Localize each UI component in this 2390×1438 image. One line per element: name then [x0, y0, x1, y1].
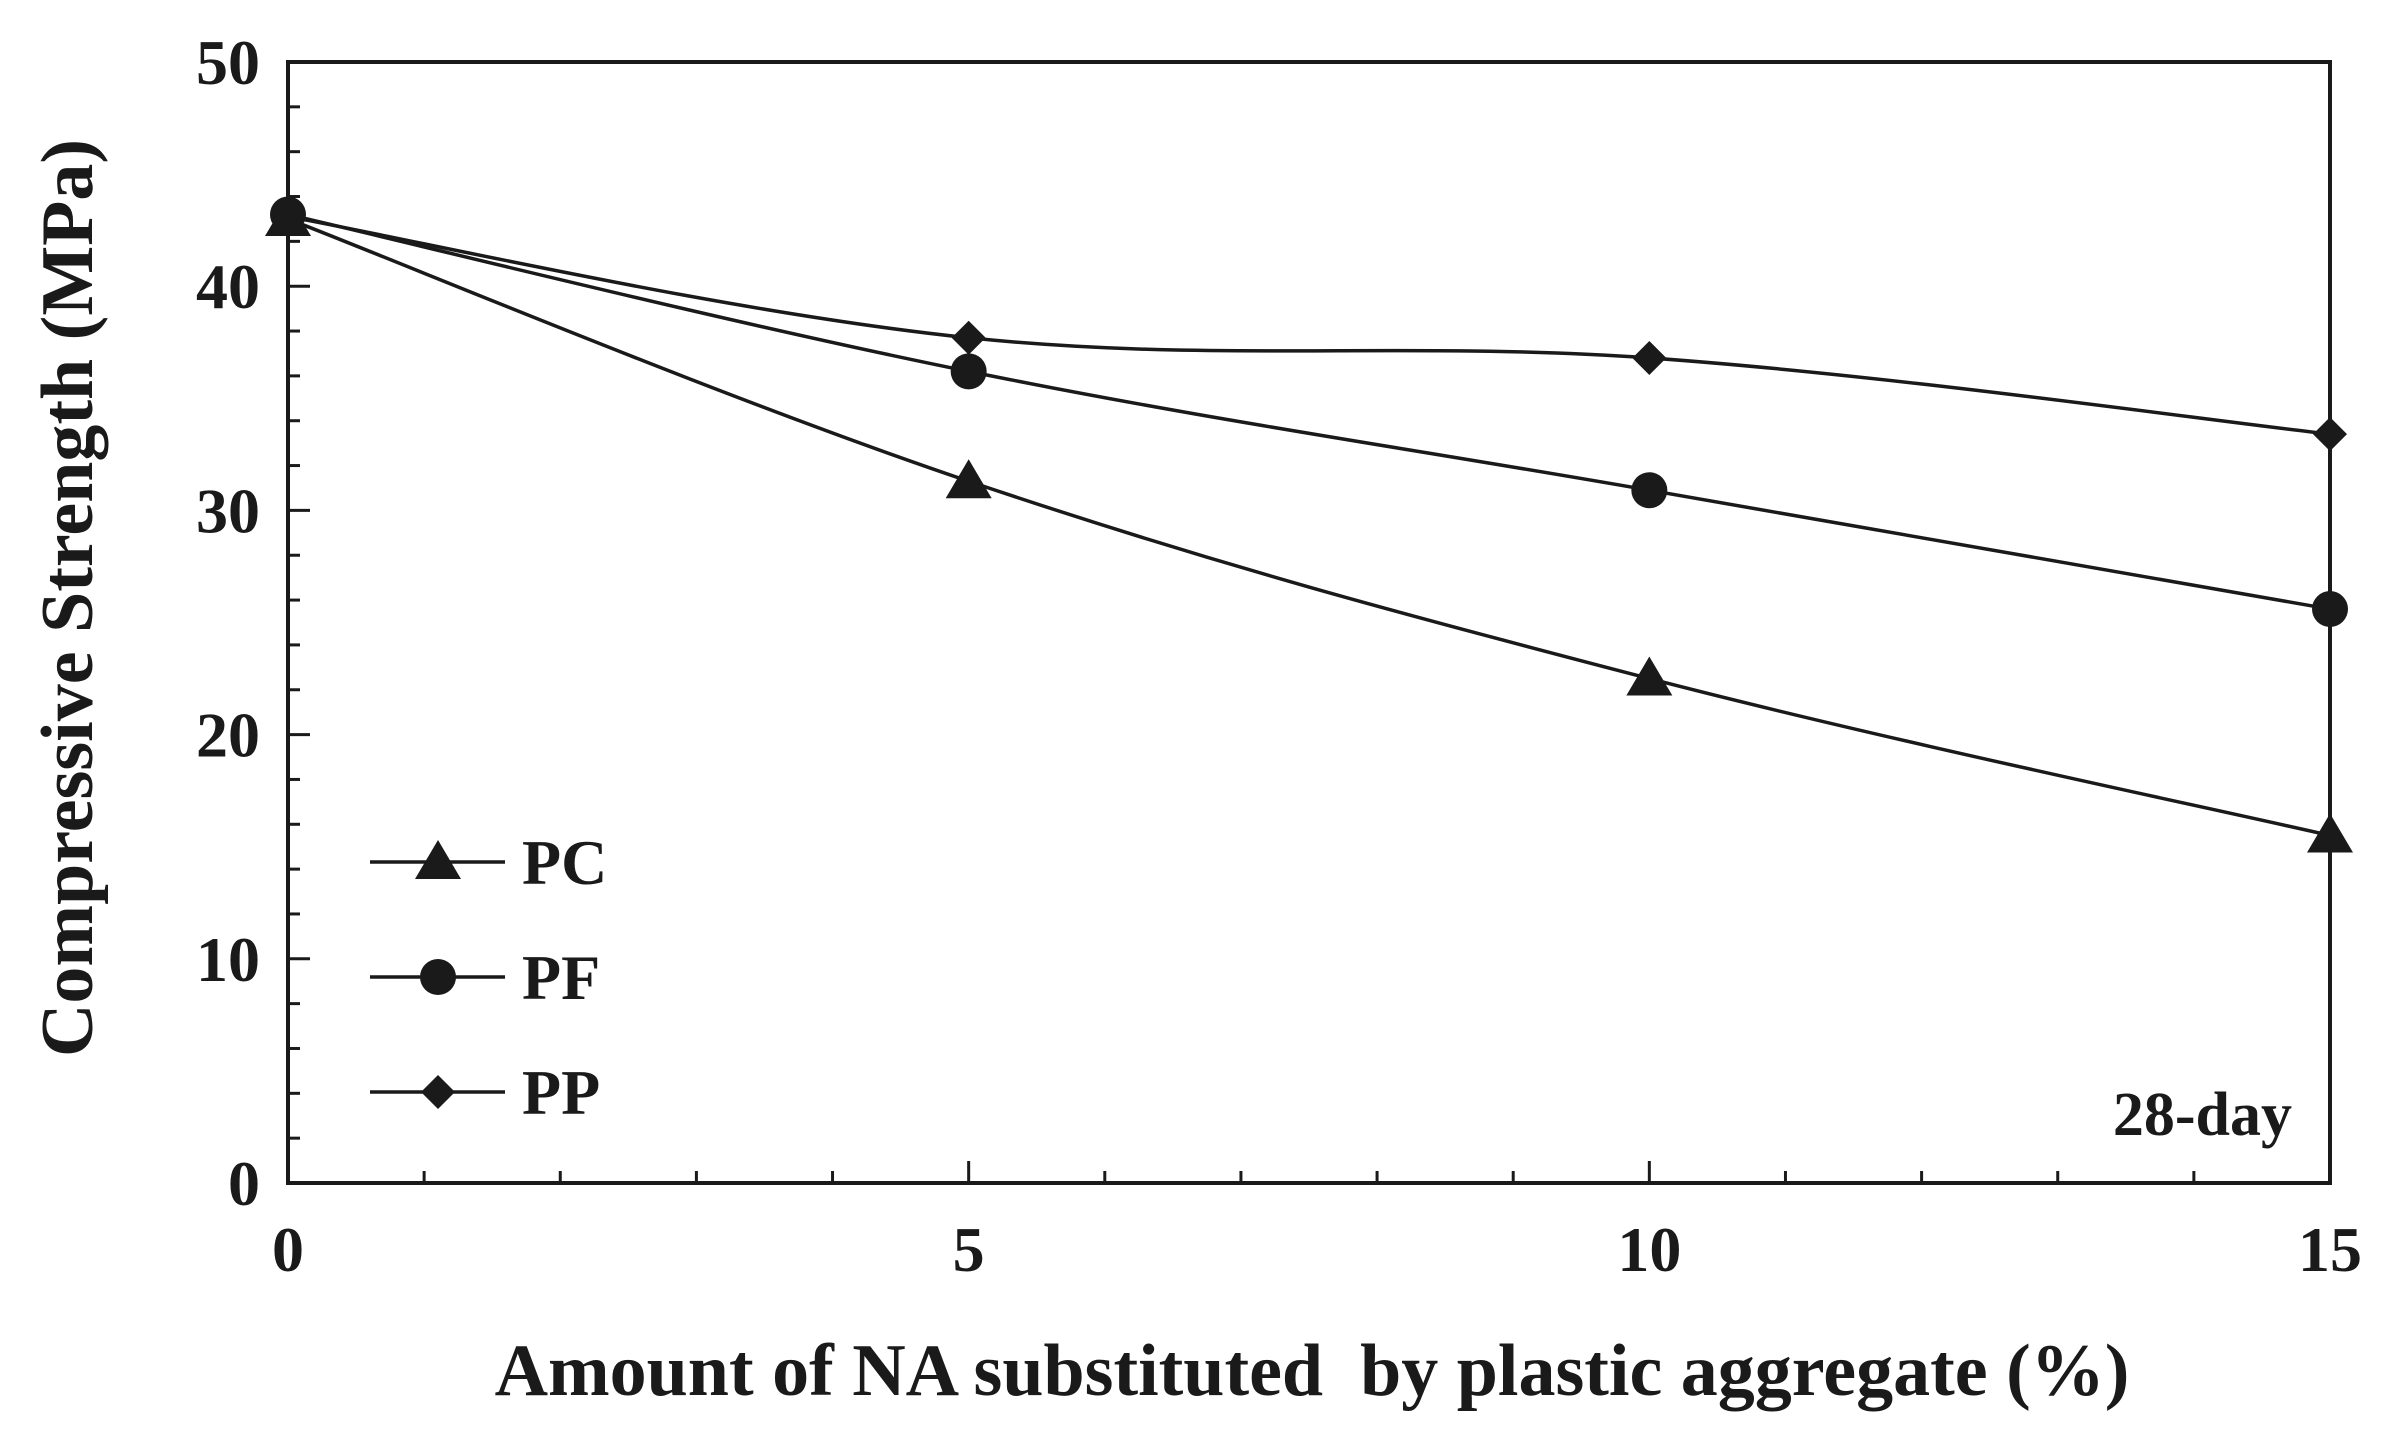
data-point-pc: [2307, 813, 2353, 853]
legend-marker-pp: [421, 1075, 455, 1109]
data-point-pf: [1631, 472, 1668, 509]
y-tick-label: 30: [196, 475, 260, 546]
legend-label-pf: PF: [522, 942, 600, 1013]
data-point-pp: [2313, 417, 2347, 452]
data-point-pc: [945, 459, 992, 499]
y-tick-label: 40: [196, 251, 260, 322]
series-line-pf: [287, 212, 2331, 611]
series-markers: [265, 196, 2353, 853]
data-point-pp: [951, 320, 986, 355]
data-point-pf: [2312, 591, 2348, 628]
annotation-28-day: 28-day: [2113, 1081, 2292, 1149]
axes: [286, 60, 2332, 1185]
data-point-pp: [1632, 340, 1667, 375]
data-point-pp: [271, 199, 305, 234]
legend-label-pp: PP: [522, 1057, 600, 1128]
data-point-pf: [950, 353, 987, 390]
y-axis-label: Compressive Strength (MPa): [27, 139, 109, 1057]
x-tick-label: 0: [272, 1214, 304, 1285]
y-tick-label: 0: [228, 1148, 260, 1219]
series-line-pc: [287, 217, 2331, 838]
x-axis-label: Amount of NA substituted by plastic aggr…: [495, 1330, 2130, 1412]
x-tick-label: 10: [1617, 1214, 1681, 1285]
legend: PC PF PP: [370, 827, 607, 1128]
x-tick-label: 15: [2298, 1214, 2362, 1285]
plot-frame: [286, 60, 2332, 1185]
series-line-pp: [287, 214, 2331, 436]
series-lines: [287, 212, 2331, 838]
data-point-pc: [1626, 656, 1673, 696]
legend-marker-pc: [415, 840, 461, 879]
x-tick-label: 5: [953, 1214, 985, 1285]
y-tick-label: 10: [196, 924, 260, 995]
ticks: 0 10 20 30 40 50 0 5 10 15: [196, 27, 2362, 1285]
legend-label-pc: PC: [522, 827, 607, 898]
y-tick-label: 50: [196, 27, 260, 98]
legend-marker-pf: [420, 959, 456, 995]
y-tick-label: 20: [196, 700, 260, 771]
